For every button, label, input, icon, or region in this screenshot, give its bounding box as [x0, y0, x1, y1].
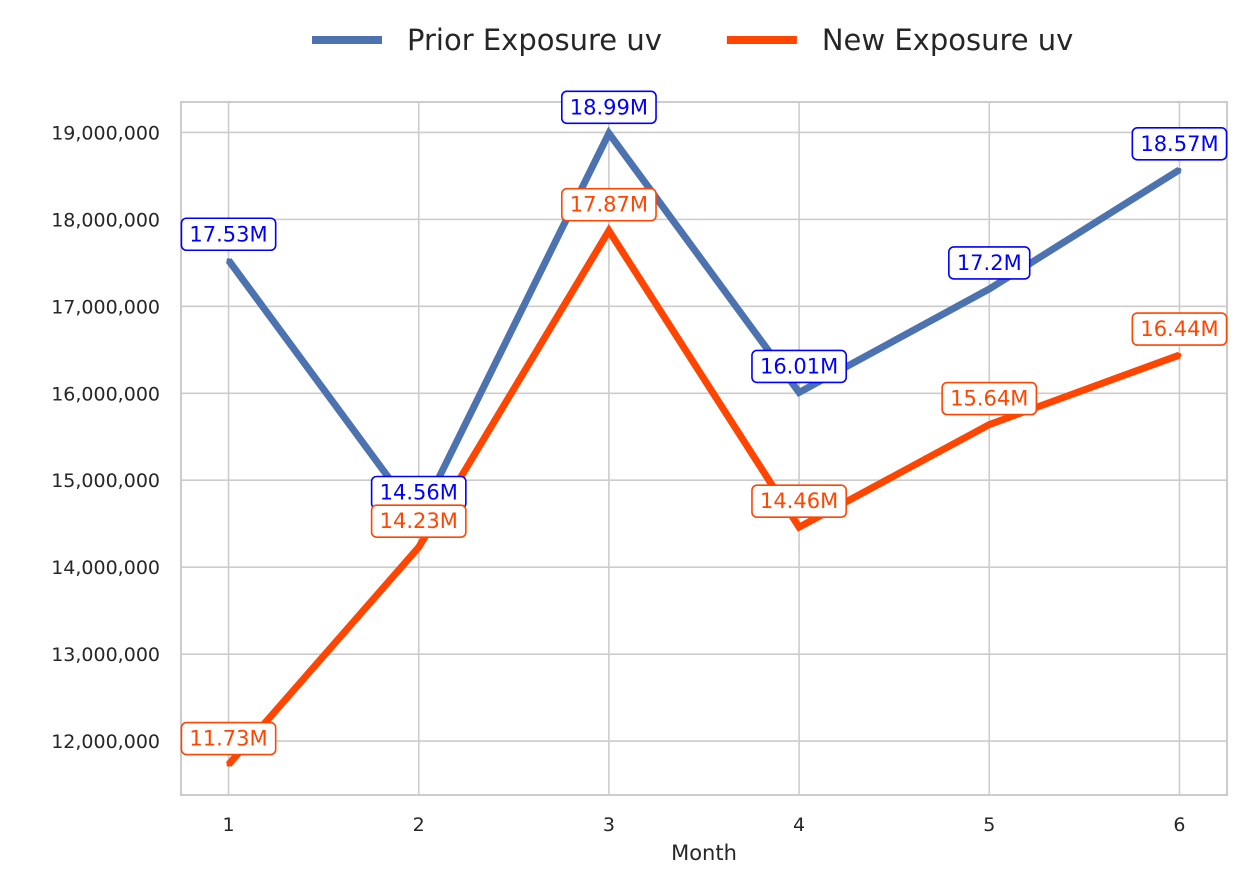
- y-axis: 12,000,000 13,000,000 14,000,000 15,000,000…: [51, 122, 160, 753]
- data-label-text: 14.56M: [380, 480, 458, 504]
- data-label-box: [180, 217, 277, 252]
- data-point: [1177, 167, 1182, 172]
- series: [225, 126, 1182, 767]
- data-point: [987, 422, 992, 427]
- data-label-box: [948, 246, 1031, 280]
- y-tick-label: 18,000,000: [51, 209, 160, 231]
- data-label: 18.57M: [1131, 127, 1228, 161]
- x-tick-label: 5: [983, 814, 995, 836]
- data-point: [416, 545, 421, 550]
- series-line-1: [225, 126, 1182, 526]
- legend-label: New Exposure uv: [822, 23, 1073, 57]
- x-axis: 1 2 3 4 5 6: [222, 814, 1185, 836]
- x-tick-label: 4: [793, 814, 805, 836]
- grid: [181, 102, 1227, 795]
- data-label: 14.46M: [751, 484, 848, 518]
- data-label: 16.01M: [751, 349, 848, 384]
- data-label: 17.87M: [560, 187, 657, 222]
- data-point: [606, 228, 611, 233]
- data-label-box: [560, 90, 657, 125]
- data-point: [1177, 353, 1182, 358]
- data-label-text: 17.53M: [189, 222, 267, 246]
- data-label-text: 14.46M: [760, 489, 838, 513]
- plot-frame: [180, 101, 1228, 796]
- y-tick-label: 14,000,000: [51, 557, 160, 579]
- data-label-text: 18.99M: [570, 95, 648, 119]
- data-label-text: 17.87M: [570, 193, 648, 217]
- data-label: 18.99M: [560, 90, 657, 125]
- data-labels: 17.53M 14.56M 18.99M 16.01M 17.2M 18.57M 11.73…: [180, 90, 1228, 756]
- data-label: 17.2M: [948, 246, 1031, 280]
- legend-label: Prior Exposure uv: [407, 23, 662, 57]
- x-tick-label: 1: [222, 814, 234, 836]
- data-point: [226, 258, 231, 263]
- data-label-text: 15.64M: [950, 387, 1028, 411]
- x-tick-label: 3: [603, 814, 615, 836]
- x-axis-title: Month: [671, 841, 737, 865]
- y-tick-label: 17,000,000: [51, 296, 160, 318]
- y-tick-label: 19,000,000: [51, 122, 160, 144]
- data-point: [226, 762, 231, 767]
- y-tick-label: 13,000,000: [51, 644, 160, 666]
- data-label-box: [180, 721, 277, 756]
- data-label-text: 18.57M: [1140, 132, 1218, 156]
- data-label-box: [751, 349, 848, 384]
- legend-item-2: New Exposure uv: [726, 23, 1073, 57]
- y-tick-label: 12,000,000: [51, 731, 160, 753]
- data-label-box: [941, 381, 1038, 416]
- data-point: [606, 131, 611, 136]
- data-label-text: 16.44M: [1140, 317, 1218, 341]
- data-label-text: 14.23M: [380, 509, 458, 533]
- data-label-box: [1131, 127, 1228, 161]
- data-label: 14.23M: [370, 504, 467, 538]
- legend-item-1: Prior Exposure uv: [312, 23, 662, 57]
- data-label: 17.53M: [180, 217, 277, 252]
- x-tick-label: 6: [1173, 814, 1185, 836]
- data-label-box: [1131, 312, 1228, 346]
- data-label-box: [370, 504, 467, 538]
- data-label: 11.73M: [180, 721, 277, 756]
- data-label: 15.64M: [941, 381, 1038, 416]
- data-point: [797, 525, 802, 530]
- y-tick-label: 15,000,000: [51, 470, 160, 492]
- data-point: [797, 390, 802, 395]
- data-label-box: [560, 187, 657, 222]
- data-label-text: 16.01M: [760, 354, 838, 378]
- data-label-text: 17.2M: [957, 251, 1022, 275]
- data-label-box: [751, 484, 848, 518]
- data-label-text: 11.73M: [189, 727, 267, 751]
- data-point: [987, 286, 992, 291]
- data-label: 16.44M: [1131, 312, 1228, 346]
- legend: Prior Exposure uv New Exposure uv: [312, 23, 1073, 57]
- data-label: 14.56M: [370, 475, 467, 510]
- x-tick-label: 2: [413, 814, 425, 836]
- y-tick-label: 16,000,000: [51, 383, 160, 405]
